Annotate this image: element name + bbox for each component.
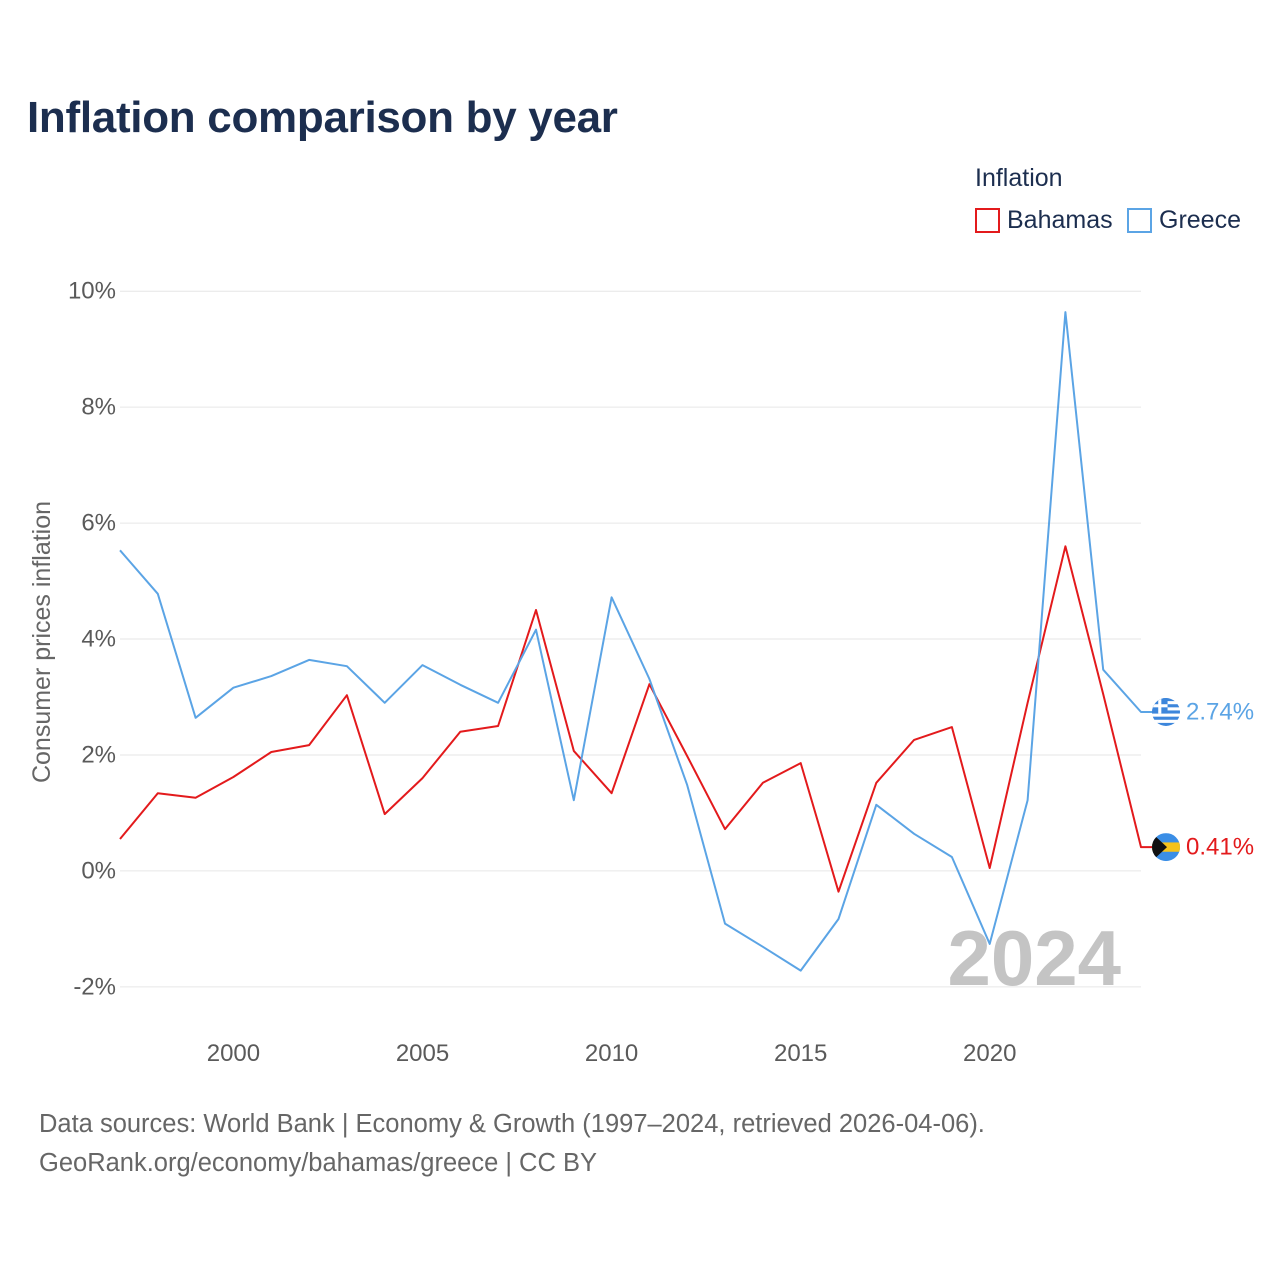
greece-data-point bbox=[495, 700, 501, 706]
greece-data-point bbox=[533, 627, 539, 633]
bahamas-data-point bbox=[495, 723, 501, 729]
attribution-note: GeoRank.org/economy/bahamas/greece | CC … bbox=[39, 1149, 597, 1177]
bahamas-data-point bbox=[457, 729, 463, 735]
greece-data-point bbox=[155, 591, 161, 597]
y-tick-label: -2% bbox=[73, 973, 116, 1000]
bahamas-data-point bbox=[722, 826, 728, 832]
greece-data-point bbox=[760, 944, 766, 950]
gridlines bbox=[120, 290, 1141, 988]
y-tick-label: 10% bbox=[68, 278, 116, 305]
greece-data-point bbox=[1062, 309, 1068, 315]
bahamas-data-point bbox=[760, 780, 766, 786]
greece-data-point bbox=[722, 921, 728, 927]
x-tick-label: 2010 bbox=[585, 1040, 638, 1067]
bahamas-flag-icon bbox=[1152, 833, 1180, 862]
bahamas-data-point bbox=[533, 607, 539, 613]
series-line-greece bbox=[119, 311, 1153, 972]
bahamas-data-point bbox=[987, 865, 993, 871]
greece-data-point bbox=[609, 594, 615, 600]
greece-data-point bbox=[117, 547, 123, 553]
bahamas-data-point bbox=[382, 811, 388, 817]
series-line-bahamas bbox=[119, 545, 1153, 893]
y-tick-label: 0% bbox=[81, 857, 116, 884]
bahamas-data-point bbox=[230, 774, 236, 780]
chart-title: Inflation comparison by year bbox=[27, 93, 618, 142]
y-axis-tick-labels: 10% 8% 6% 4% 2% 0% -2% bbox=[68, 278, 116, 1001]
legend-item-greece: Greece bbox=[1127, 206, 1241, 234]
bahamas-data-point bbox=[1062, 543, 1068, 549]
legend-item-bahamas: Bahamas bbox=[975, 206, 1113, 234]
year-watermark: 2024 bbox=[947, 914, 1121, 1002]
bahamas-data-point bbox=[155, 790, 161, 796]
legend-label-bahamas: Bahamas bbox=[1007, 206, 1113, 234]
data-sources-note: Data sources: World Bank | Economy & Gro… bbox=[39, 1110, 985, 1138]
y-axis-label: Consumer prices inflation bbox=[28, 501, 56, 783]
bahamas-data-point bbox=[1025, 700, 1031, 706]
x-tick-label: 2015 bbox=[774, 1040, 827, 1067]
bahamas-data-point bbox=[571, 748, 577, 754]
bahamas-data-point bbox=[609, 790, 615, 796]
greece-data-point bbox=[873, 802, 879, 808]
end-label-greece: 2.74% bbox=[1186, 699, 1254, 726]
greece-data-point bbox=[798, 968, 804, 974]
data-points bbox=[117, 309, 1144, 974]
bahamas-data-point bbox=[193, 795, 199, 801]
x-tick-label: 2000 bbox=[207, 1040, 260, 1067]
greece-data-point bbox=[1138, 709, 1144, 715]
bahamas-data-point bbox=[420, 775, 426, 781]
y-tick-label: 6% bbox=[81, 510, 116, 537]
greece-data-point bbox=[306, 657, 312, 663]
bahamas-data-point bbox=[684, 753, 690, 759]
greece-data-point bbox=[382, 700, 388, 706]
bahamas-data-point bbox=[646, 681, 652, 687]
greece-data-point bbox=[911, 831, 917, 837]
bahamas-data-point bbox=[1138, 844, 1144, 850]
legend-label-greece: Greece bbox=[1159, 206, 1241, 234]
bahamas-data-point bbox=[344, 692, 350, 698]
series-lines bbox=[119, 311, 1153, 972]
greece-data-point bbox=[344, 663, 350, 669]
bahamas-data-point bbox=[836, 889, 842, 895]
y-tick-label: 4% bbox=[81, 626, 116, 653]
bahamas-data-point bbox=[798, 760, 804, 766]
bahamas-data-point bbox=[949, 724, 955, 730]
greece-data-point bbox=[836, 916, 842, 922]
greece-data-point bbox=[949, 854, 955, 860]
greece-data-point bbox=[457, 682, 463, 688]
legend-title: Inflation bbox=[975, 164, 1063, 192]
bahamas-data-point bbox=[911, 737, 917, 743]
y-tick-label: 8% bbox=[81, 394, 116, 421]
legend-swatch-bahamas bbox=[975, 207, 1000, 233]
greece-data-point bbox=[987, 941, 993, 947]
bahamas-data-point bbox=[873, 780, 879, 786]
legend-swatch-greece bbox=[1127, 207, 1152, 233]
bahamas-data-point bbox=[117, 836, 123, 842]
end-value-labels: 0.41% 2.74% bbox=[1186, 699, 1254, 861]
greece-data-point bbox=[1100, 667, 1106, 673]
x-axis-tick-labels: 2000 2005 2010 2015 2020 bbox=[207, 1040, 1017, 1067]
end-label-bahamas: 0.41% bbox=[1186, 834, 1254, 861]
greece-data-point bbox=[268, 673, 274, 679]
y-tick-label: 2% bbox=[81, 741, 116, 768]
bahamas-data-point bbox=[268, 749, 274, 755]
greece-data-point bbox=[571, 797, 577, 803]
greece-data-point bbox=[646, 676, 652, 682]
greece-data-point bbox=[1025, 797, 1031, 803]
x-tick-label: 2020 bbox=[963, 1040, 1016, 1067]
greece-data-point bbox=[230, 685, 236, 691]
greece-flag-icon bbox=[1152, 698, 1180, 726]
bahamas-data-point bbox=[306, 742, 312, 748]
bahamas-data-point bbox=[1100, 691, 1106, 697]
greece-data-point bbox=[193, 715, 199, 721]
x-tick-label: 2005 bbox=[396, 1040, 449, 1067]
greece-data-point bbox=[684, 782, 690, 788]
greece-data-point bbox=[420, 662, 426, 668]
